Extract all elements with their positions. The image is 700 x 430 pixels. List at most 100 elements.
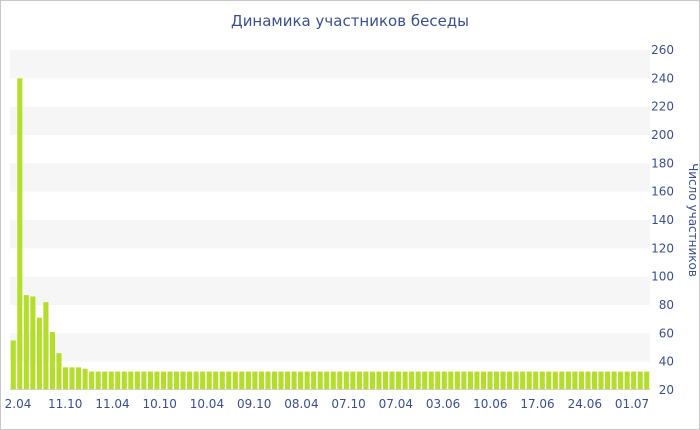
bar (278, 371, 284, 390)
bar (167, 371, 173, 390)
bar (356, 371, 362, 390)
bar (291, 371, 297, 390)
y-tick-label: 160 (651, 185, 674, 199)
x-tick-label: 2.04 (5, 397, 32, 411)
grid-band (10, 163, 650, 192)
bar (232, 371, 238, 390)
grid-band (10, 50, 650, 79)
y-tick-label: 80 (659, 298, 674, 312)
y-tick-label: 220 (651, 100, 674, 114)
bars (10, 78, 650, 390)
bar (219, 371, 225, 390)
bar (631, 371, 637, 390)
y-tick-label: 200 (651, 128, 674, 142)
x-tick-label: 03.06 (426, 397, 460, 411)
bar (180, 371, 186, 390)
bar (500, 371, 506, 390)
bar (435, 371, 441, 390)
bar (69, 367, 75, 390)
bar (311, 371, 317, 390)
bar (193, 371, 199, 390)
grid-band (10, 276, 650, 305)
x-tick-label: 07.10 (331, 397, 365, 411)
bar (89, 371, 95, 390)
bar (95, 371, 101, 390)
bar (585, 371, 591, 390)
bar (330, 371, 336, 390)
bar (265, 371, 271, 390)
bar (605, 371, 611, 390)
bar (187, 371, 193, 390)
grid-band (10, 220, 650, 249)
bar (252, 371, 258, 390)
bar (415, 371, 421, 390)
y-tick-label: 100 (651, 270, 674, 284)
bar (213, 371, 219, 390)
bar (62, 367, 69, 390)
grid-band (10, 333, 650, 362)
y-axis-ticks: 20 40 60 80 100 120 140 160 180 200 220 240 260 (651, 43, 674, 397)
bar (17, 78, 23, 390)
bar (108, 371, 114, 390)
y-tick-label: 240 (651, 71, 674, 85)
bar (422, 371, 428, 390)
x-tick-label: 01.07 (615, 397, 649, 411)
bar (258, 371, 264, 390)
y-tick-label: 60 (659, 326, 674, 340)
bar (644, 371, 650, 390)
bar (128, 371, 134, 390)
bar (565, 371, 571, 390)
x-tick-label: 10.04 (190, 397, 224, 411)
bar (350, 371, 356, 390)
bar (304, 371, 310, 390)
grid-band (10, 106, 650, 135)
bar (409, 371, 415, 390)
bar (624, 371, 630, 390)
bar (480, 371, 487, 390)
bar (396, 371, 402, 390)
bar (317, 371, 323, 390)
y-tick-label: 260 (651, 43, 674, 57)
bar (533, 371, 539, 390)
bar (382, 371, 389, 390)
y-tick-label: 40 (659, 355, 674, 369)
bar (487, 371, 493, 390)
bar (598, 371, 604, 390)
bar (572, 371, 578, 390)
x-tick-label: 17.06 (520, 397, 554, 411)
x-tick-label: 07.04 (379, 397, 413, 411)
bar (539, 371, 545, 390)
x-tick-label: 09.10 (237, 397, 271, 411)
chart-title: Динамика участников беседы (230, 12, 470, 30)
bar (245, 371, 251, 390)
bar (23, 295, 29, 390)
bar (637, 371, 643, 390)
y-tick-label: 20 (659, 383, 674, 397)
x-tick-label: 24.06 (568, 397, 602, 411)
bar (454, 371, 460, 390)
bar (526, 371, 532, 390)
x-tick-label: 11.04 (95, 397, 129, 411)
bar (520, 371, 526, 390)
bar (493, 371, 500, 390)
bar (448, 371, 454, 390)
bar (115, 371, 121, 390)
bar (298, 371, 304, 390)
bar (121, 371, 127, 390)
bar (154, 371, 160, 390)
bar (226, 371, 232, 390)
bar (160, 371, 167, 390)
x-tick-label: 10.10 (143, 397, 177, 411)
bar (402, 371, 408, 390)
bar (389, 371, 395, 390)
bar (546, 371, 552, 390)
bar (82, 368, 88, 390)
bar (239, 371, 245, 390)
bar (324, 371, 330, 390)
bar (10, 340, 16, 390)
x-tick-label: 11.10 (48, 397, 82, 411)
bar (200, 371, 206, 390)
y-tick-label: 140 (651, 213, 674, 227)
bar (134, 371, 140, 390)
